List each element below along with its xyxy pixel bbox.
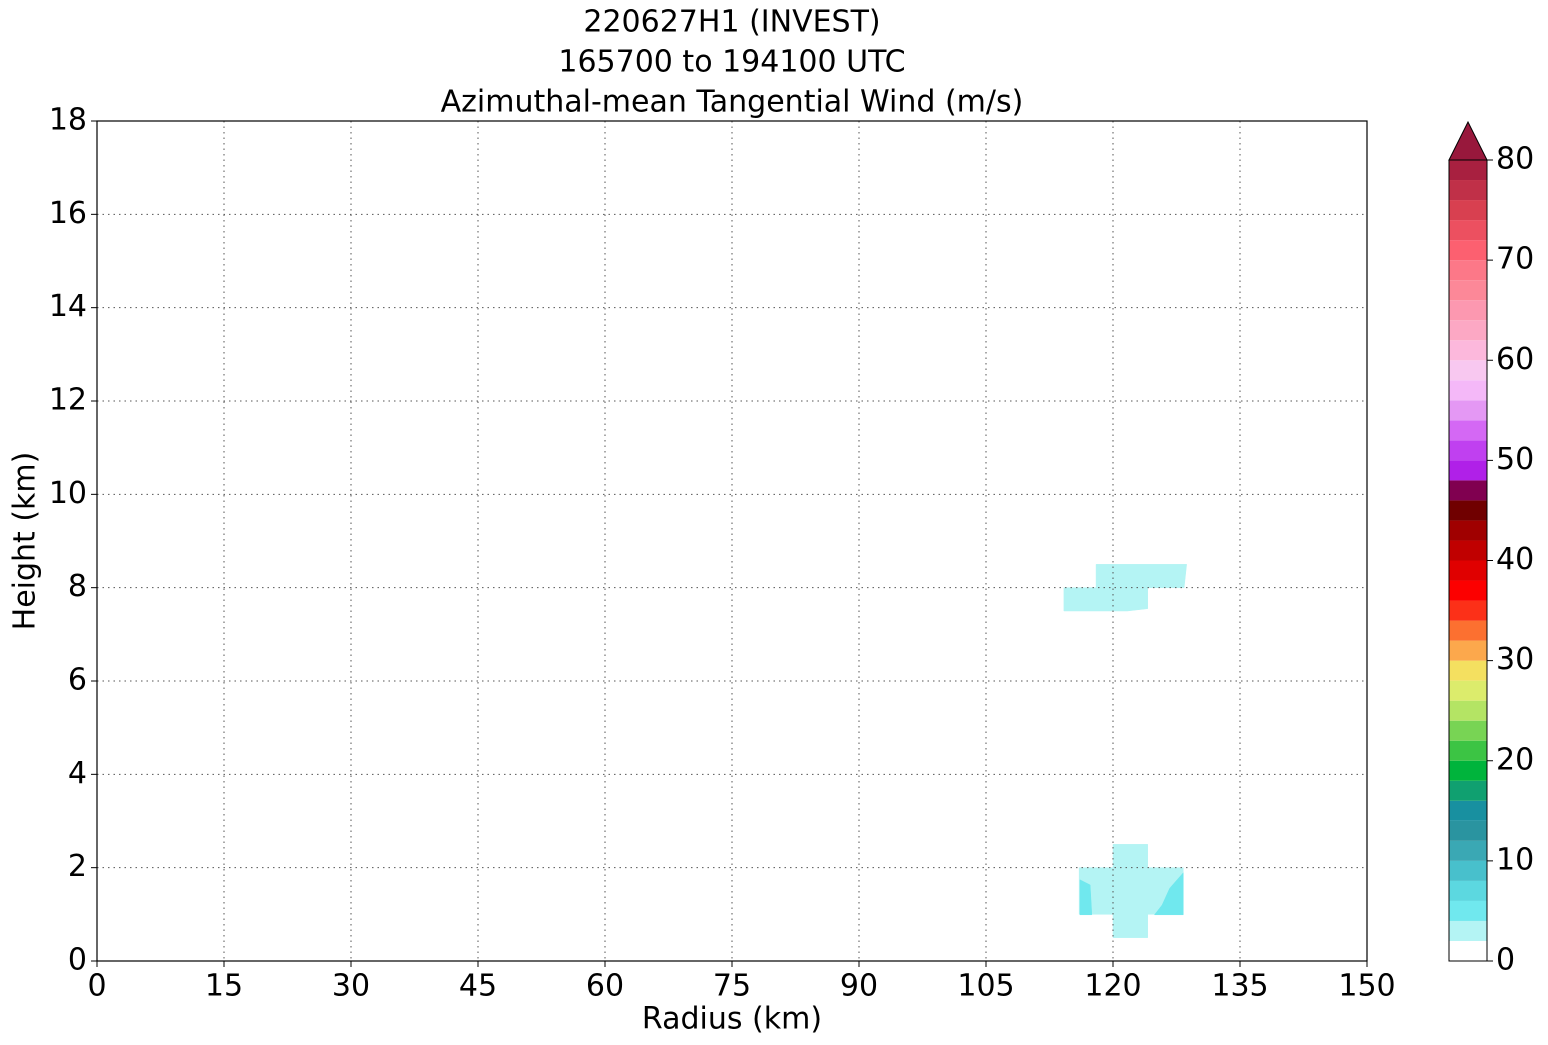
colorbar-band <box>1449 660 1487 681</box>
contour-region <box>1153 872 1184 916</box>
x-tick-label: 75 <box>713 969 751 1004</box>
colorbar-tick-label: 30 <box>1496 642 1534 677</box>
colorbar-band <box>1449 400 1487 421</box>
colorbar-band <box>1449 520 1487 541</box>
x-tick-label: 60 <box>586 969 624 1004</box>
colorbar-band <box>1449 320 1487 341</box>
plot-frame <box>96 120 1368 962</box>
colorbar-band <box>1449 620 1487 641</box>
x-tick-label: 30 <box>332 969 370 1004</box>
colorbar-band <box>1449 640 1487 661</box>
colorbar-band <box>1449 500 1487 521</box>
colorbar-tick-label: 0 <box>1496 943 1515 978</box>
colorbar-tick-label: 70 <box>1496 242 1534 277</box>
colorbar-band <box>1449 540 1487 561</box>
colorbar-band <box>1449 340 1487 361</box>
colorbar-band <box>1449 560 1487 581</box>
colorbar-band <box>1449 800 1487 821</box>
colorbar-band <box>1449 700 1487 721</box>
colorbar-tick-label: 10 <box>1496 842 1534 877</box>
colorbar-band <box>1449 760 1487 781</box>
colorbar-band <box>1449 720 1487 741</box>
y-tick-label: 16 <box>49 196 87 231</box>
colorbar-band <box>1449 460 1487 481</box>
colorbar-band <box>1449 600 1487 621</box>
x-tick-label: 90 <box>840 969 878 1004</box>
colorbar-band <box>1449 160 1487 181</box>
contour-region <box>1078 844 1184 938</box>
colorbar-band <box>1449 260 1487 281</box>
chart-title: 165700 to 194100 UTC <box>558 45 905 80</box>
colorbar-tick-label: 60 <box>1496 342 1534 377</box>
y-tick-label: 12 <box>49 383 87 418</box>
x-axis-label: Radius (km) <box>642 1002 822 1037</box>
y-tick-label: 2 <box>68 849 87 884</box>
colorbar-band <box>1449 280 1487 301</box>
x-tick-label: 15 <box>205 969 243 1004</box>
colorbar-band <box>1449 420 1487 441</box>
colorbar-extend <box>1448 120 1488 161</box>
y-tick-label: 10 <box>49 476 87 511</box>
y-tick-label: 0 <box>68 943 87 978</box>
colorbar-tick-label: 20 <box>1496 742 1534 777</box>
contour-region <box>1079 879 1093 916</box>
colorbar-band <box>1449 900 1487 921</box>
chart-title: 220627H1 (INVEST) <box>583 5 880 40</box>
colorbar-band <box>1449 680 1487 701</box>
y-tick-label: 8 <box>68 569 87 604</box>
colorbar-band <box>1449 580 1487 601</box>
y-axis-label: Height (km) <box>8 452 43 631</box>
x-tick-label: 150 <box>1338 969 1395 1004</box>
x-tick-label: 135 <box>1211 969 1268 1004</box>
colorbar-band <box>1449 200 1487 221</box>
colorbar-tick-label: 80 <box>1496 142 1534 177</box>
colorbar-band <box>1449 380 1487 401</box>
colorbar-band <box>1449 940 1487 961</box>
colorbar-band <box>1449 920 1487 941</box>
colorbar-band <box>1449 820 1487 841</box>
colorbar-band <box>1449 840 1487 861</box>
colorbar-tick-label: 40 <box>1496 542 1534 577</box>
y-tick-label: 4 <box>68 756 87 791</box>
colorbar-tick-label: 50 <box>1496 442 1534 477</box>
x-tick-label: 105 <box>957 969 1014 1004</box>
colorbar-band <box>1449 300 1487 321</box>
colorbar-band <box>1449 180 1487 201</box>
y-tick-label: 6 <box>68 663 87 698</box>
colorbar-band <box>1449 240 1487 261</box>
colorbar-band <box>1449 880 1487 901</box>
colorbar-band <box>1449 780 1487 801</box>
y-tick-label: 14 <box>49 289 87 324</box>
x-tick-label: 45 <box>459 969 497 1004</box>
y-tick-label: 18 <box>49 103 87 138</box>
colorbar-band <box>1449 860 1487 881</box>
x-tick-label: 120 <box>1084 969 1141 1004</box>
colorbar-band <box>1449 220 1487 241</box>
chart-title: Azimuthal-mean Tangential Wind (m/s) <box>441 85 1024 120</box>
colorbar-band <box>1449 740 1487 761</box>
contour-region <box>1063 564 1187 612</box>
colorbar-band <box>1449 440 1487 461</box>
colorbar-band <box>1449 480 1487 501</box>
x-tick-label: 0 <box>87 969 106 1004</box>
colorbar-band <box>1449 360 1487 381</box>
